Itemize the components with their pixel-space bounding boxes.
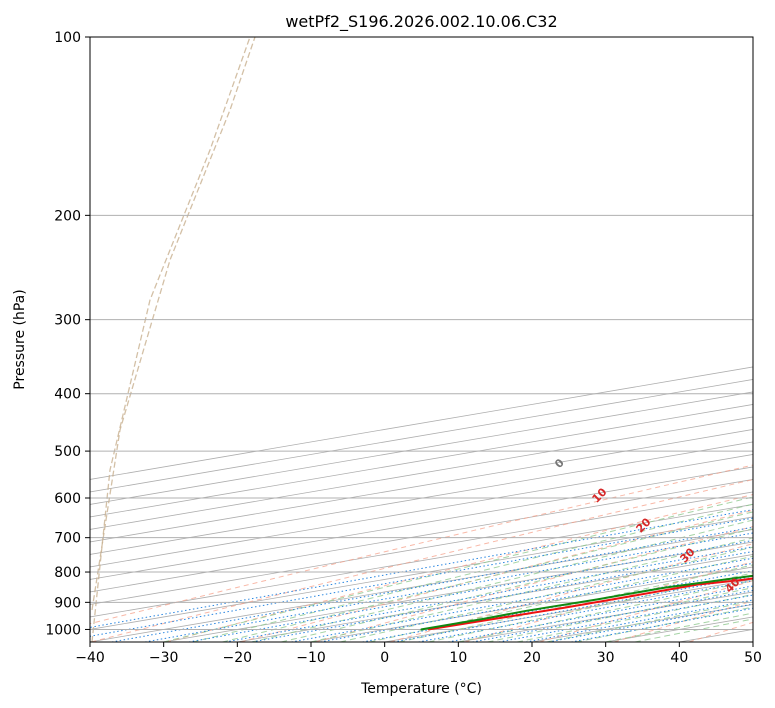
x-tick-label: −30: [149, 650, 179, 666]
mixing-ratio-line: [252, 550, 753, 642]
y-tick-label: 800: [54, 565, 81, 581]
y-axis: 100 200 300 400 500 600 700 800 900 1000: [45, 30, 90, 638]
boundary-curve: [91, 37, 256, 611]
x-tick-label: 20: [523, 650, 541, 666]
y-tick-label: 600: [54, 491, 81, 507]
mixing-ratio-line: [320, 562, 753, 642]
isotherm-line: [90, 504, 753, 618]
x-axis-label: Temperature (°C): [360, 681, 482, 697]
mixing-ratio-line: [571, 607, 753, 642]
moist-adiabat: [163, 496, 753, 642]
isotherm-line: [90, 466, 753, 580]
chart-title: wetPf2_S196.2026.002.10.06.C32: [285, 12, 557, 32]
plot-frame: [89, 36, 754, 643]
mixing-ratio-line: [144, 532, 753, 642]
y-tick-label: 900: [54, 595, 81, 611]
y-axis-label: Pressure (hPa): [12, 289, 28, 389]
moist-adiabat: [192, 503, 753, 642]
mixing-ratio-line: [548, 603, 753, 642]
moist-adiabat: [516, 593, 753, 642]
mixing-ratio-line: [225, 546, 753, 642]
isotherm-line: [90, 529, 753, 642]
mixing-ratio-line: [498, 594, 753, 642]
mixing-ratio-line: [90, 517, 753, 637]
mixing-ratio-line: [111, 526, 753, 642]
x-tick-label: 10: [449, 650, 467, 666]
x-axis: −40 −30 −20 −10 0 10 20 30 40 50: [75, 642, 762, 666]
x-tick-label: 0: [380, 650, 389, 666]
x-tick-label: −10: [296, 650, 326, 666]
x-tick-label: 50: [744, 650, 762, 666]
x-tick-label: 40: [670, 650, 688, 666]
moist-adiabat: [369, 555, 753, 642]
pressure-gridlines: [90, 37, 753, 630]
isotherm-line: [90, 516, 753, 630]
isotherm-line: [90, 429, 753, 543]
dry-adiabat: [240, 509, 753, 642]
mixing-ratio-line: [525, 599, 753, 642]
moist-adiabat: [428, 572, 753, 642]
moist-adiabat: [487, 587, 753, 642]
x-tick-label: 30: [597, 650, 615, 666]
boundary-curve: [91, 37, 251, 642]
x-tick-label: −20: [223, 650, 253, 666]
y-tick-label: 300: [54, 313, 81, 329]
mixing-ratio-line: [188, 539, 753, 642]
isotherm-line: [90, 441, 753, 555]
y-tick-label: 100: [54, 30, 81, 46]
isotherm-line: [90, 454, 753, 568]
x-tick-label: −40: [75, 650, 105, 666]
y-tick-label: 500: [54, 444, 81, 460]
dry-adiabat: [91, 479, 753, 642]
y-tick-label: 400: [54, 387, 81, 403]
isotherm-line: [90, 491, 753, 605]
y-tick-label: 200: [54, 208, 81, 224]
y-tick-label: 700: [54, 531, 81, 547]
y-tick-label: 1000: [45, 622, 81, 638]
reference-lines: [90, 37, 753, 642]
moist-adiabat: [310, 537, 753, 642]
isotherm-line: [90, 479, 753, 593]
dry-adiabat: [90, 464, 753, 625]
